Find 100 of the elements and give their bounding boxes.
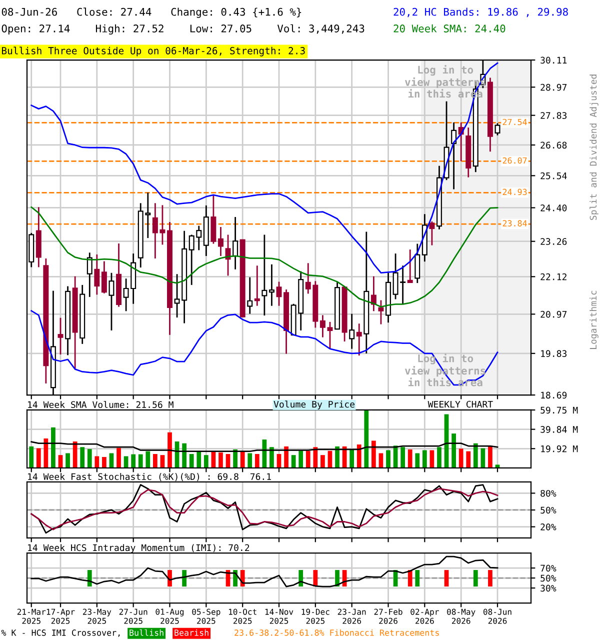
x-tick-label: 27-Feb 2026 [374,608,402,624]
x-tick-label: 05-Sep 2025 [192,608,220,624]
text: 23.6-38.2-50-61.8% Fibonacci Retracements [234,629,439,636]
bar [335,446,340,468]
y-tick-label: 24.40 [540,204,567,212]
candlestick [429,220,435,246]
bar [262,440,267,468]
y-tick-label: 19.92 M [541,445,578,452]
bar [430,450,434,468]
ref-line-label: 24.93 [502,188,527,196]
text: 20 Week SMA: 24.40 [394,24,506,32]
y-tick-label: 26.68 [540,142,567,149]
candlestick [356,322,362,356]
bar [306,450,310,468]
bar [80,447,85,468]
line-series [30,310,498,386]
x-tick-label: 14-Nov 2025 [265,608,294,624]
x-tick-label: 23-May 2025 [82,608,112,624]
bar [87,449,92,468]
bar [291,455,296,468]
chart-title: 14 Week SMA Volume: 21.56 M [28,400,174,408]
ref-line-label: 27.54 [502,118,527,126]
line-series [30,556,498,588]
bar [378,453,384,468]
bar [313,447,318,468]
bar [116,448,121,468]
bar [182,443,187,468]
y-tick-label: 28.97 [540,84,567,91]
candlestick [94,254,100,296]
x-tick-label: 08-May 2026 [447,608,476,624]
y-tick-label: 25.54 [540,172,567,180]
bar [218,452,223,468]
bar [298,450,304,468]
y-tick-label: 50% [540,574,556,582]
candlestick [349,313,355,350]
y-tick-label: 80% [540,490,556,497]
bar [240,450,245,468]
y-tick-label: 70% [540,564,556,572]
text: 20,2 HC Bands: 19.86 , 29.98 [394,8,568,18]
text: WEEKLY CHART [428,400,493,408]
text: Volume By Price [274,400,355,410]
y-tick-label: 50% [540,506,556,514]
bar [153,454,158,468]
candlestick [232,216,238,270]
candlestick [407,248,413,284]
bar [196,450,202,468]
bar [72,441,78,468]
bar [168,432,172,468]
chart-title: 14 Week Fast Stochastic (%K)(%D) : 69.8 76.1 [28,473,271,482]
candlestick [108,272,114,332]
y-tick-label: 27.83 [540,112,567,119]
x-tick-label: 17-Apr 2025 [46,608,75,624]
candlestick [225,234,231,276]
x-tick-label: 01-Aug 2025 [156,608,184,624]
candlestick [218,226,224,257]
text: Bullish Three Outside Up on 06-Mar-26, Strength: 2.3 [2,46,305,56]
text: Logarithmic [590,290,598,349]
bar [189,454,194,468]
y-tick-label: 30% [540,584,556,592]
bar [146,451,150,468]
candlestick [254,264,260,307]
text: % K - HCS IMI Crossover, [1,630,120,637]
bar [248,453,252,468]
bar [437,447,442,468]
text: Bearish [174,629,208,636]
bar [400,447,405,468]
bar [204,455,208,468]
x-tick-label: 27-Jun 2025 [119,608,148,624]
candlestick [262,234,268,316]
candlestick [101,260,107,294]
y-tick-label: 23.26 [540,238,567,245]
bar [364,410,369,468]
y-tick-label: 39.84 M [540,426,578,433]
bar [422,450,427,468]
candlestick [247,276,253,315]
bar [102,457,106,468]
bar [488,446,492,468]
bar [356,444,362,468]
bar [284,446,288,468]
x-tick-label: 10-Oct 2025 [229,608,256,624]
bar [452,434,456,468]
candlestick [276,281,282,307]
y-tick-label: 18.69 [541,392,567,399]
y-tick-label: 59.75 M [540,406,578,414]
candlestick [414,243,420,284]
bar [350,450,354,468]
candlestick [86,252,92,298]
x-tick-label: 21-Mar 2025 [17,608,46,624]
bar [109,453,114,468]
ref-line-label: 26.07 [502,157,527,164]
bar [270,447,274,468]
y-axis-title: Split and Dividend Adjusted [590,74,598,220]
bar [480,448,486,468]
bar [371,440,376,468]
chart-title: 14 Week HCS Intraday Momentum (IMI): 70.2 [28,544,250,553]
bar [254,454,260,468]
bar [408,449,412,468]
y-tick-label: 20% [540,524,556,530]
y-tick-label: 22.12 [540,273,566,280]
x-tick-label: 23-Jan 2026 [338,608,366,624]
